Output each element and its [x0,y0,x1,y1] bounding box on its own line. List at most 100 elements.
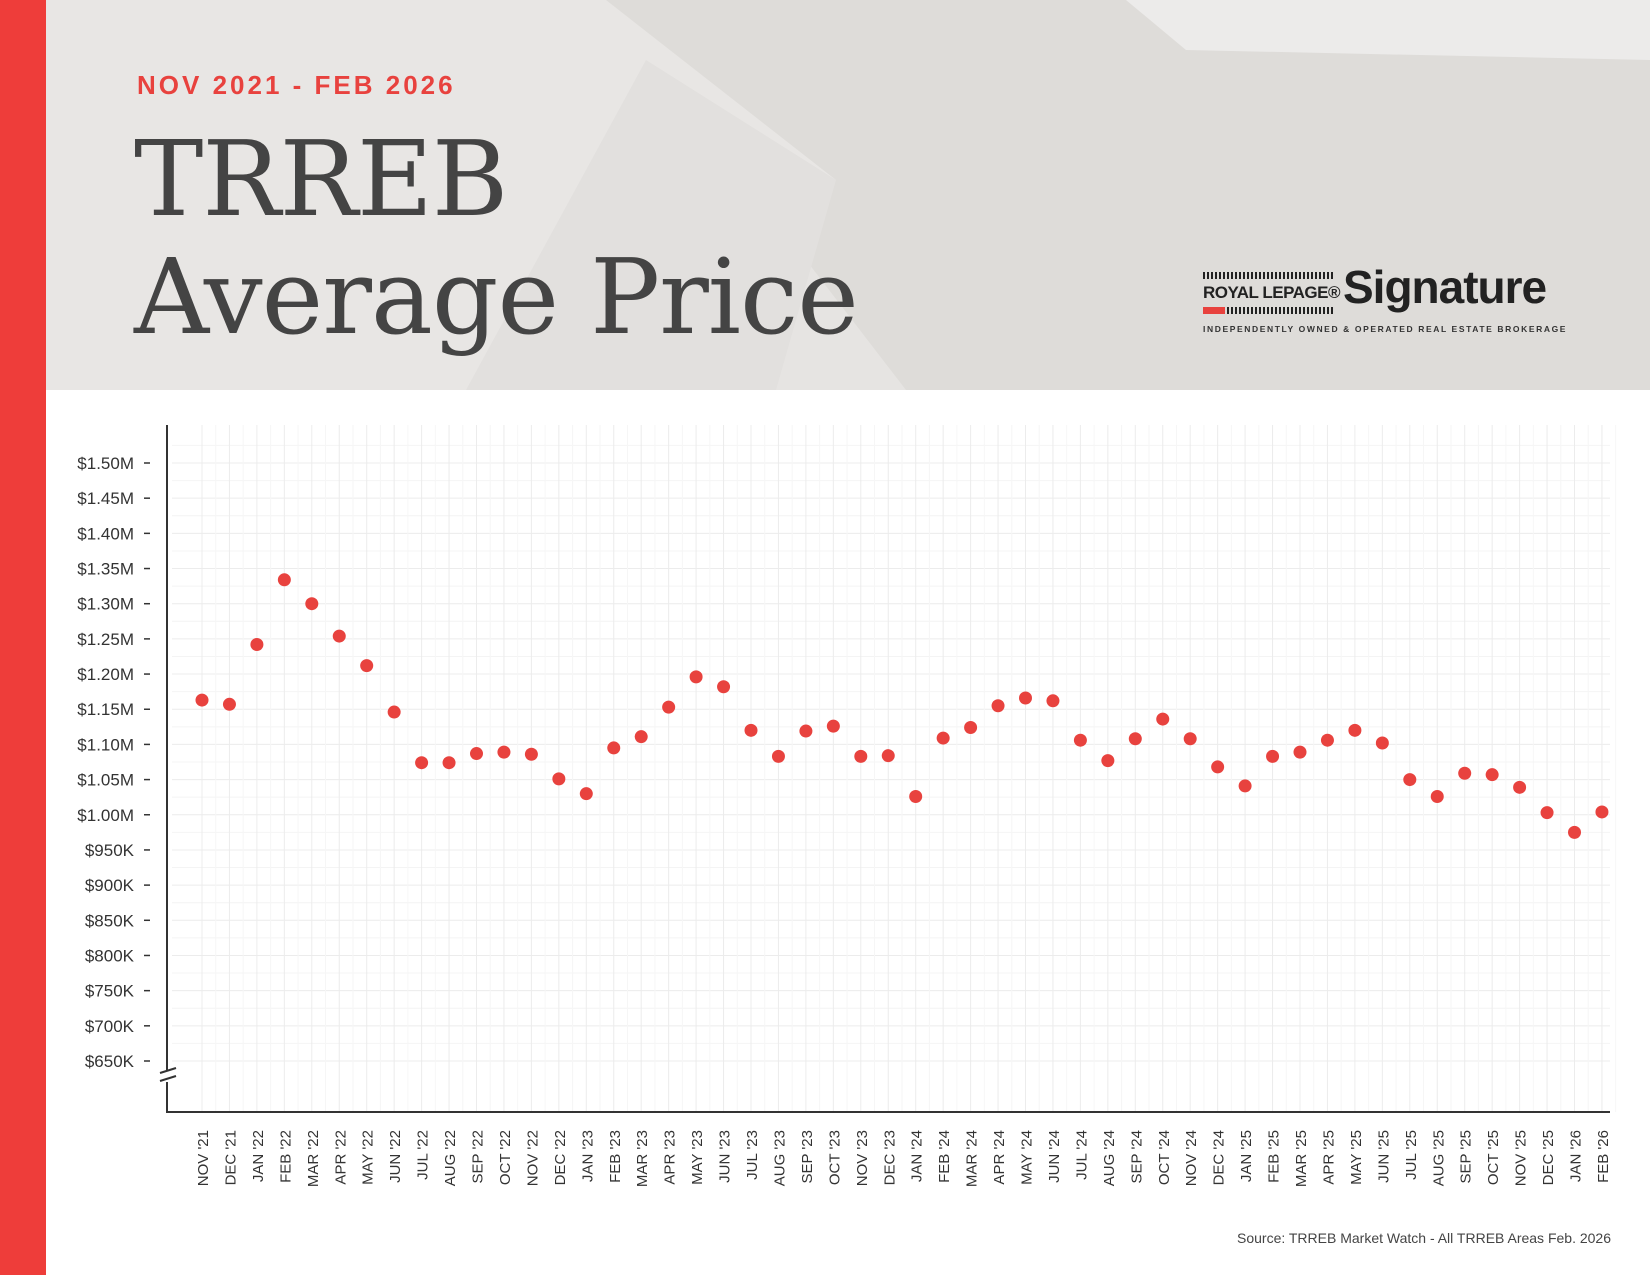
axis-break-mark [159,1067,177,1074]
data-point [552,772,566,786]
header-background-shapes [46,0,1650,390]
x-tick-label: JUN '22 [387,1130,404,1183]
x-tick-label: NOV '22 [524,1130,541,1186]
data-point [470,747,483,761]
data-point [360,659,374,673]
x-tick-label: FEB '22 [277,1130,294,1183]
y-tick-label: $850K [85,911,135,930]
royal-lepage-signature-logo: ROYAL LEPAGE® Signature INDEPENDENTLY OW… [1203,261,1623,336]
x-tick-label: MAR '23 [634,1130,651,1187]
data-point [1430,789,1444,803]
x-tick-label: NOV '25 [1513,1130,1530,1186]
data-point [497,745,511,759]
data-point [195,693,209,707]
y-tick-label: $1.10M [77,735,134,754]
x-tick-label: SEP '22 [470,1130,487,1183]
x-tick-label: DEC '24 [1211,1130,1228,1185]
data-point [250,638,264,652]
x-tick-label: JAN '22 [250,1130,267,1182]
logo-tagline: INDEPENDENTLY OWNED & OPERATED REAL ESTA… [1203,324,1568,334]
x-tick-label: MAR '24 [964,1130,981,1187]
x-tick-label: OCT '22 [497,1130,514,1185]
data-point [1403,773,1417,787]
x-tick-label: JUN '24 [1046,1130,1063,1183]
x-tick-label: JAN '25 [1238,1130,1255,1182]
logo-brand-text: ROYAL LEPAGE® [1203,283,1341,302]
y-tick-label: $1.30M [77,595,134,614]
y-tick-label: $1.25M [77,630,134,649]
x-tick-label: JUL '23 [744,1130,761,1180]
x-tick-label: APR '24 [991,1130,1008,1185]
x-tick-label: FEB '26 [1595,1130,1612,1183]
x-tick-label: AUG '25 [1430,1130,1447,1186]
y-axis: $650K $700K $750K $800K $850K $900K $950K $1.00… [77,425,177,1112]
page-title: TRREB Average Price [134,120,859,358]
x-tick-label: SEP '24 [1128,1130,1145,1183]
data-point [771,749,785,763]
data-point [1568,825,1581,839]
title-line-2: Average Price [134,236,859,358]
chart-grid [172,425,1617,1112]
data-point [607,741,621,755]
x-tick-label: JUL '25 [1403,1130,1420,1180]
x-tick-label: DEC '23 [881,1130,898,1185]
header-banner: NOV 2021 - FEB 2026 TRREB Average Price … [46,0,1650,390]
axis-break-mark [159,1075,177,1082]
x-tick-label: MAY '22 [360,1130,377,1185]
data-point [1458,766,1472,780]
data-point [744,723,758,737]
data-point [277,573,291,587]
y-tick-label: $900K [85,876,135,895]
data-point [1485,768,1499,782]
data-point [634,730,648,744]
data-point [579,787,593,801]
y-tick-label: $1.45M [77,489,134,508]
data-point [1293,745,1307,759]
data-point [1183,732,1197,746]
data-point [854,749,868,763]
x-tick-label: AUG '23 [771,1130,788,1186]
x-tick-label: DEC '22 [552,1130,569,1185]
data-point [305,597,319,611]
data-point [332,629,346,643]
data-point [524,747,538,761]
data-point [415,756,429,770]
data-point [689,670,703,684]
data-point [1156,712,1170,726]
y-tick-label: $950K [85,841,135,860]
x-tick-label: MAY '25 [1348,1130,1365,1185]
data-point [1211,760,1225,774]
y-tick-label: $1.15M [77,700,134,719]
data-point [1540,806,1554,820]
x-tick-label: MAY '24 [1019,1130,1036,1185]
x-tick-label: NOV '24 [1183,1130,1200,1186]
data-point [717,680,731,694]
data-points [195,573,1609,839]
source-note: Source: TRREB Market Watch - All TRREB A… [1237,1230,1611,1246]
x-tick-label: APR '22 [332,1130,349,1185]
data-point [1595,805,1609,819]
y-tick-label: $700K [85,1017,135,1036]
x-tick-label: OCT '24 [1156,1130,1173,1185]
data-point [1046,694,1060,708]
accent-side-bar [0,0,46,1275]
x-tick-label: JAN '26 [1568,1130,1585,1182]
y-tick-label: $1.40M [77,524,134,543]
x-tick-label: AUG '22 [442,1130,459,1186]
y-tick-label: $650K [85,1052,135,1071]
x-tick-label: APR '25 [1320,1130,1337,1185]
data-point [1238,779,1252,793]
data-point [222,697,236,711]
data-point [826,719,840,733]
x-tick-label: SEP '23 [799,1130,816,1183]
x-tick-label: JUL '22 [415,1130,432,1180]
period-label: NOV 2021 - FEB 2026 [137,70,456,100]
data-point [909,789,923,803]
data-point [1513,780,1527,794]
royal-lepage-mark: ROYAL LEPAGE® [1203,272,1341,314]
data-point [1128,732,1142,746]
data-point [1019,691,1032,705]
data-point [964,721,978,735]
x-tick-label: MAY '23 [689,1130,706,1185]
